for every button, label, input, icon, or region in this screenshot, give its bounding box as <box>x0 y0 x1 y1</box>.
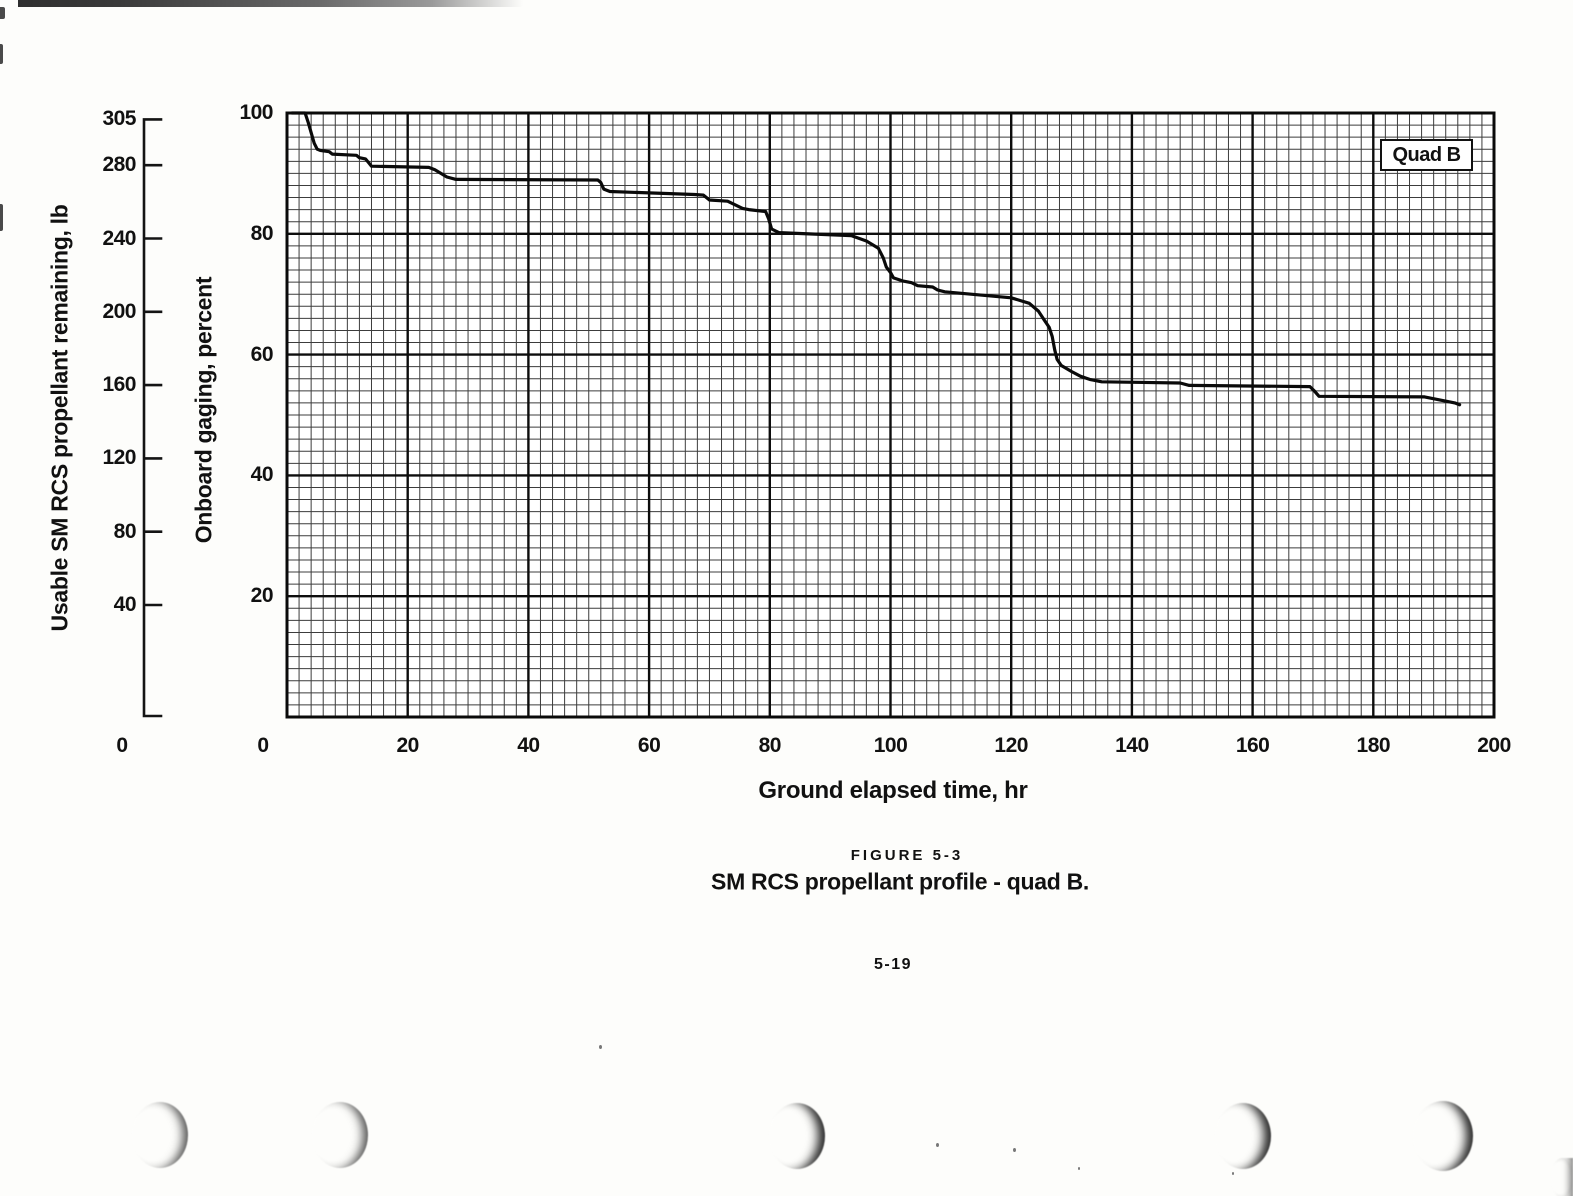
x-tick-label: 40 <box>517 734 540 757</box>
percent-tick-label: 100 <box>239 101 273 124</box>
binder-hole-shadow-partial <box>1551 1158 1573 1196</box>
lb-tick-label: 80 <box>113 519 137 543</box>
scan-artifact-edge-mark <box>0 44 3 64</box>
lb-tick-label: 305 <box>102 107 136 131</box>
lb-origin-label: 0 <box>116 734 128 757</box>
binder-hole-shadow <box>132 1102 188 1168</box>
y-axis-title-lb: Usable SM RCS propellant remaining, lb <box>46 204 73 632</box>
lb-tick-label: 120 <box>102 446 136 470</box>
percent-tick-label: 40 <box>250 463 274 487</box>
lb-tick-label: 240 <box>102 226 136 250</box>
scan-speck <box>936 1143 939 1147</box>
scan-artifact-edge-mark <box>0 204 3 231</box>
x-tick-label: 180 <box>1356 734 1391 757</box>
lb-tick-label: 40 <box>113 593 137 616</box>
scan-artifact-edge-mark <box>0 7 5 19</box>
x-tick-label: 60 <box>637 734 661 757</box>
binder-hole-shadow <box>312 1102 368 1168</box>
percent-tick-label: 20 <box>250 584 274 608</box>
lb-tick-label: 160 <box>102 373 136 397</box>
x-tick-label: 100 <box>873 734 908 757</box>
x-axis-title: Ground elapsed time, hr <box>758 776 1028 804</box>
legend-label: Quad B <box>1392 143 1461 166</box>
scan-artifact-top-bar <box>18 0 523 7</box>
binder-hole-shadow <box>769 1103 825 1169</box>
x-tick-label: 140 <box>1115 734 1149 757</box>
lb-tick-label: 280 <box>102 153 136 177</box>
percent-tick-label: 80 <box>250 221 274 245</box>
scan-speck <box>1013 1148 1016 1152</box>
percent-tick-label: 60 <box>250 342 274 366</box>
origin-tick-label: 0 <box>257 734 269 757</box>
x-tick-label: 80 <box>758 734 782 757</box>
scan-speck <box>599 1045 602 1049</box>
lb-tick-label: 200 <box>102 299 136 323</box>
x-tick-label: 160 <box>1235 734 1270 757</box>
scan-speck <box>1232 1172 1234 1175</box>
x-tick-label: 120 <box>994 734 1028 757</box>
figure-caption: SM RCS propellant profile - quad B. <box>711 868 1089 895</box>
page-number: 5-19 <box>873 956 913 974</box>
scan-speck <box>1078 1167 1080 1170</box>
x-tick-label: 200 <box>1477 734 1511 757</box>
y-axis-title-percent: Onboard gaging, percent <box>190 276 217 544</box>
figure-label: FIGURE 5-3 <box>850 846 964 864</box>
binder-hole-shadow <box>1215 1103 1271 1169</box>
binder-hole-shadow <box>1413 1101 1473 1171</box>
legend-box: Quad B <box>1380 139 1473 171</box>
x-tick-label: 20 <box>396 734 420 757</box>
